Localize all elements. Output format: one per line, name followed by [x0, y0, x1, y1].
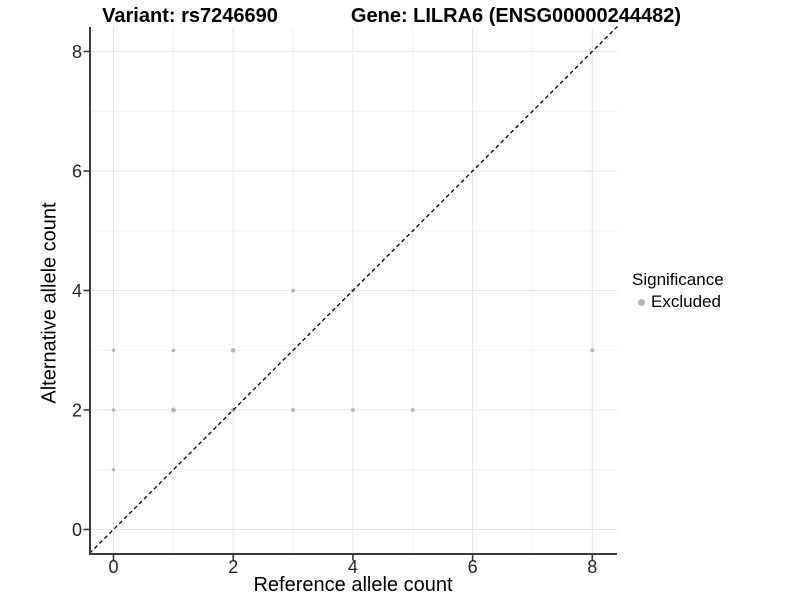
- x-tick-label: 0: [108, 557, 118, 577]
- x-tick-label: 2: [228, 557, 238, 577]
- x-tick-label: 6: [468, 557, 478, 577]
- identity-reference-line: [89, 25, 618, 554]
- data-point: [590, 348, 595, 353]
- legend-item-excluded: Excluded: [632, 292, 724, 312]
- data-point: [410, 408, 415, 412]
- y-tick-label: 6: [72, 162, 82, 182]
- legend-item-label: Excluded: [651, 292, 721, 311]
- data-point: [230, 347, 236, 353]
- plot-title-variant: Variant: rs7246690: [102, 5, 278, 27]
- y-tick-label: 2: [72, 401, 82, 421]
- data-point: [350, 408, 355, 412]
- legend-title: Significance: [632, 270, 724, 289]
- data-point: [291, 408, 296, 412]
- y-tick-label: 8: [72, 42, 82, 62]
- data-point: [170, 407, 176, 413]
- x-tick-label: 8: [587, 557, 597, 577]
- data-point: [111, 467, 116, 472]
- x-axis-title: Reference allele count: [253, 574, 453, 596]
- data-point: [111, 348, 116, 353]
- y-tick-label: 0: [72, 520, 82, 540]
- data-point: [291, 288, 296, 293]
- x-tick-label: 4: [348, 557, 358, 577]
- data-point: [111, 408, 116, 412]
- legend-point-icon: [638, 298, 645, 306]
- plot-title-gene: Gene: LILRA6 (ENSG00000244482): [350, 5, 682, 27]
- y-axis-title: Alternative allele count: [38, 202, 61, 404]
- y-tick-label: 4: [72, 281, 82, 301]
- data-point: [171, 348, 176, 353]
- legend: Significance Excluded: [632, 270, 724, 312]
